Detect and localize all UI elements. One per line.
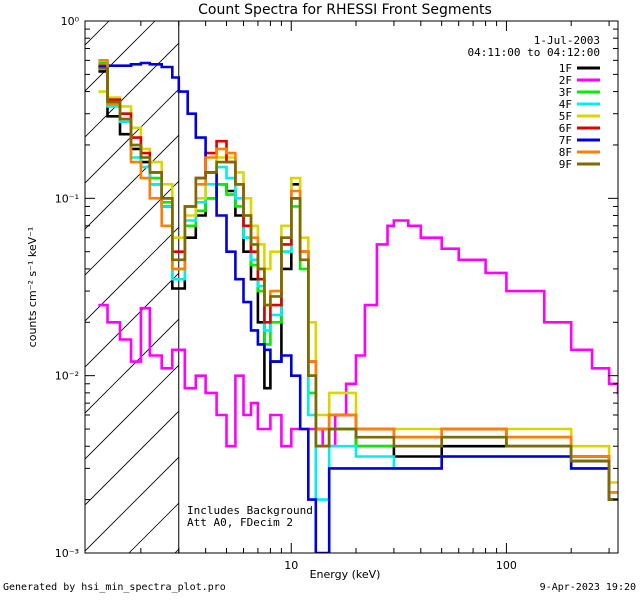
legend-label-3F: 3F <box>559 86 572 99</box>
spectra-chart: Count Spectra for RHESSI Front Segments … <box>0 2 640 580</box>
hatch-line <box>359 21 640 553</box>
chart-title: Count Spectra for RHESSI Front Segments <box>198 2 492 18</box>
series-line-4F <box>98 65 618 501</box>
hatch-line <box>543 21 640 553</box>
annotation-background: Includes Background <box>187 504 313 517</box>
hatch-line <box>313 21 640 553</box>
footer-generated-by: Generated by hsi_min_spectra_plot.pro <box>3 582 226 593</box>
y-axis-label: counts cm⁻² s⁻¹ keV⁻¹ <box>26 227 39 348</box>
legend-date: 1-Jul-2003 <box>534 34 600 47</box>
legend-label-8F: 8F <box>559 146 572 159</box>
series-line-8F <box>98 59 618 494</box>
hatch-line <box>405 21 640 553</box>
hatch-line <box>85 180 179 276</box>
axes: 10 100 10⁰ 10⁻¹ 10⁻² 10⁻³ <box>55 15 618 572</box>
series-line-7F <box>98 61 618 553</box>
hatch-line <box>85 42 179 138</box>
background-hatch-region <box>0 21 640 553</box>
legend-label-5F: 5F <box>559 110 572 123</box>
y-tick-label: 10⁻² <box>55 370 79 383</box>
hatch-line <box>85 318 179 414</box>
plot-frame <box>84 20 619 554</box>
legend: 1-Jul-2003 04:11:00 to 04:12:00 1F2F3F4F… <box>468 34 600 171</box>
y-axis-label-group: counts cm⁻² s⁻¹ keV⁻¹ <box>26 227 39 348</box>
legend-label-9F: 9F <box>559 158 572 171</box>
legend-label-4F: 4F <box>559 98 572 111</box>
series-line-1F <box>98 70 618 501</box>
x-axis-label: Energy (keV) <box>310 568 381 580</box>
hatch-line <box>85 21 156 92</box>
legend-label-6F: 6F <box>559 122 572 135</box>
footer-timestamp: 9-Apr-2023 19:20 <box>539 582 636 593</box>
annotations: Includes Background Att A0, FDecim 2 <box>187 504 313 529</box>
hatch-line <box>451 21 640 553</box>
hatch-line <box>0 21 17 553</box>
legend-label-1F: 1F <box>559 62 572 75</box>
hatch-line <box>221 21 640 553</box>
hatch-line <box>85 226 179 322</box>
legend-time: 04:11:00 to 04:12:00 <box>468 46 600 59</box>
series-line-9F <box>98 67 618 501</box>
hatch-line <box>635 21 640 553</box>
legend-label-7F: 7F <box>559 134 572 147</box>
annotation-attenuator: Att A0, FDecim 2 <box>187 516 293 529</box>
y-tick-label: 10⁰ <box>61 15 80 28</box>
x-tick-label: 10 <box>284 559 298 572</box>
hatch-line <box>85 410 179 506</box>
hatch-line <box>85 456 179 552</box>
hatch-line <box>85 88 179 184</box>
plot-area <box>0 20 640 554</box>
hatch-line <box>85 272 179 368</box>
legend-label-2F: 2F <box>559 74 572 87</box>
series-line-5F <box>98 90 618 484</box>
x-tick-label: 100 <box>496 559 517 572</box>
hatch-line <box>85 134 179 230</box>
y-tick-label: 10⁻³ <box>55 547 79 560</box>
hatch-line <box>267 21 640 553</box>
hatch-line <box>85 21 110 46</box>
y-tick-label: 10⁻¹ <box>55 192 79 205</box>
series-group <box>98 59 618 553</box>
hatch-line <box>589 21 640 553</box>
